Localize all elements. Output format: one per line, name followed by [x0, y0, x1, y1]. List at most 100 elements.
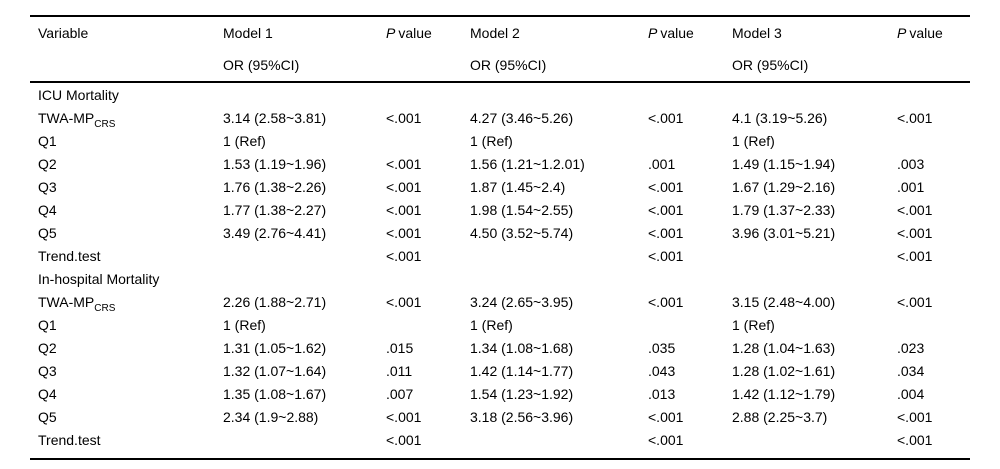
table-row: Q1 1 (Ref) 1 (Ref) 1 (Ref) [30, 313, 970, 336]
cell-model1-p: <.001 [386, 293, 422, 310]
cell-variable: Q1 [38, 132, 57, 149]
cell-model2-p: <.001 [648, 224, 684, 241]
pvalue-rest: value [660, 25, 694, 41]
cell-model2-or: 1 (Ref) [470, 316, 513, 333]
cell-model1-p: <.001 [386, 408, 422, 425]
header-model1-title: Model 1 [223, 25, 273, 41]
header-model2-title: Model 2 [470, 25, 520, 41]
cell-model2-or: 4.27 (3.46~5.26) [470, 109, 574, 126]
cell-variable: TWA-MPCRS [38, 293, 116, 314]
cell-model3-p: <.001 [897, 247, 933, 264]
cell-model2-p: <.001 [648, 201, 684, 218]
cell-variable: Q5 [38, 408, 57, 425]
cell-model3-p: <.001 [897, 201, 933, 218]
cell-model3-or: 2.88 (2.25~3.7) [732, 408, 828, 425]
cell-model1-p [386, 82, 470, 106]
cell-model2-or [470, 244, 648, 267]
cell-model3-or: 1 (Ref) [732, 132, 775, 149]
cell-model3-or: 1.28 (1.02~1.61) [732, 362, 836, 379]
cell-model3-or [732, 244, 897, 267]
cell-model1-p: <.001 [386, 431, 422, 448]
cell-variable: Q4 [38, 385, 57, 402]
cell-model3-or: 1.49 (1.15~1.94) [732, 155, 836, 172]
table-row: Q5 2.34 (1.9~2.88) <.001 3.18 (2.56~3.96) <.… [30, 405, 970, 428]
cell-variable: ICU Mortality [38, 86, 119, 103]
cell-model2-or: 4.50 (3.52~5.74) [470, 224, 574, 241]
cell-model2-p: .001 [648, 155, 676, 172]
variable-subscript: CRS [94, 118, 116, 130]
header-variable-spacer [30, 49, 223, 83]
cell-model3-p: <.001 [897, 293, 933, 310]
cell-model3-or: 3.15 (2.48~4.00) [732, 293, 836, 310]
cell-model3-or: 1.67 (1.29~2.16) [732, 178, 836, 195]
cell-model2-or: 1 (Ref) [470, 132, 513, 149]
cell-model1-or: 1 (Ref) [223, 132, 266, 149]
cell-model2-p: <.001 [648, 247, 684, 264]
cell-model1-or [223, 267, 386, 290]
pvalue-italic-p: P [897, 25, 907, 41]
cell-model2-or: 1.98 (1.54~2.55) [470, 201, 574, 218]
cell-model3-p: <.001 [897, 224, 933, 241]
cell-model1-p: .007 [386, 385, 414, 402]
cell-model1-or: 1.53 (1.19~1.96) [223, 155, 327, 172]
header-model2-subtitle: OR (95%CI) [470, 49, 648, 83]
cell-variable: TWA-MPCRS [38, 109, 116, 130]
table-row: Q2 1.31 (1.05~1.62) .015 1.34 (1.08~1.68) .0… [30, 336, 970, 359]
cell-model1-p: <.001 [386, 201, 422, 218]
cell-variable: Q1 [38, 316, 57, 333]
cell-model2-or: 1.56 (1.21~1.2.01) [470, 155, 585, 172]
cell-variable: Q5 [38, 224, 57, 241]
cell-model3-p: <.001 [897, 109, 933, 126]
cell-model3-p [897, 82, 970, 106]
cell-model1-p [386, 129, 470, 152]
cell-model3-p [897, 267, 970, 290]
cell-model2-or: 1.54 (1.23~1.92) [470, 385, 574, 402]
table-row: Q5 3.49 (2.76~4.41) <.001 4.50 (3.52~5.74) <… [30, 221, 970, 244]
table-row: Trend.test <.001 <.001 <.001 [30, 244, 970, 267]
cell-model2-p: <.001 [648, 178, 684, 195]
cell-model3-p: .004 [897, 385, 925, 402]
header-pvalue-2-spacer [648, 49, 732, 83]
cell-model3-or: 1 (Ref) [732, 316, 775, 333]
cell-model1-or: 1.76 (1.38~2.26) [223, 178, 327, 195]
header-model3-subtitle: OR (95%CI) [732, 49, 897, 83]
table-row: Q3 1.76 (1.38~2.26) <.001 1.87 (1.45~2.4) <.… [30, 175, 970, 198]
cell-model3-or: 1.42 (1.12~1.79) [732, 385, 836, 402]
cell-model3-or: 1.79 (1.37~2.33) [732, 201, 836, 218]
cell-model3-p: <.001 [897, 408, 933, 425]
header-variable: Variable [38, 25, 89, 41]
table-row: ICU Mortality [30, 82, 970, 106]
cell-model1-or: 1 (Ref) [223, 316, 266, 333]
cell-variable: Q2 [38, 155, 57, 172]
cell-model3-p: <.001 [897, 431, 933, 448]
cell-model1-or: 3.49 (2.76~4.41) [223, 224, 327, 241]
cell-model1-p: <.001 [386, 178, 422, 195]
cell-model1-or [223, 428, 386, 459]
header-model1-subtitle: OR (95%CI) [223, 49, 386, 83]
table-row: Q4 1.35 (1.08~1.67) .007 1.54 (1.23~1.92) .0… [30, 382, 970, 405]
cell-model3-or: 3.96 (3.01~5.21) [732, 224, 836, 241]
header-model3-title: Model 3 [732, 25, 782, 41]
cell-model2-p: <.001 [648, 109, 684, 126]
cell-model2-p: <.001 [648, 408, 684, 425]
cell-model3-p: .034 [897, 362, 925, 379]
cell-model1-or: 1.77 (1.38~2.27) [223, 201, 327, 218]
header-row-2: OR (95%CI) OR (95%CI) OR (95%CI) [30, 49, 970, 83]
cell-variable: In-hospital Mortality [38, 270, 160, 287]
cell-model2-or: 1.42 (1.14~1.77) [470, 362, 574, 379]
table-row: Q4 1.77 (1.38~2.27) <.001 1.98 (1.54~2.55) <… [30, 198, 970, 221]
cell-model1-p [386, 267, 470, 290]
variable-subscript: CRS [94, 302, 116, 314]
cell-model1-or: 1.32 (1.07~1.64) [223, 362, 327, 379]
cell-model1-or [223, 244, 386, 267]
cell-model2-or: 1.34 (1.08~1.68) [470, 339, 574, 356]
header-pvalue-1-spacer [386, 49, 470, 83]
cell-model1-p [386, 313, 470, 336]
cell-model3-or [732, 428, 897, 459]
cell-model1-or: 3.14 (2.58~3.81) [223, 109, 327, 126]
cell-model3-or [732, 267, 897, 290]
cell-model1-p: .011 [386, 362, 413, 379]
